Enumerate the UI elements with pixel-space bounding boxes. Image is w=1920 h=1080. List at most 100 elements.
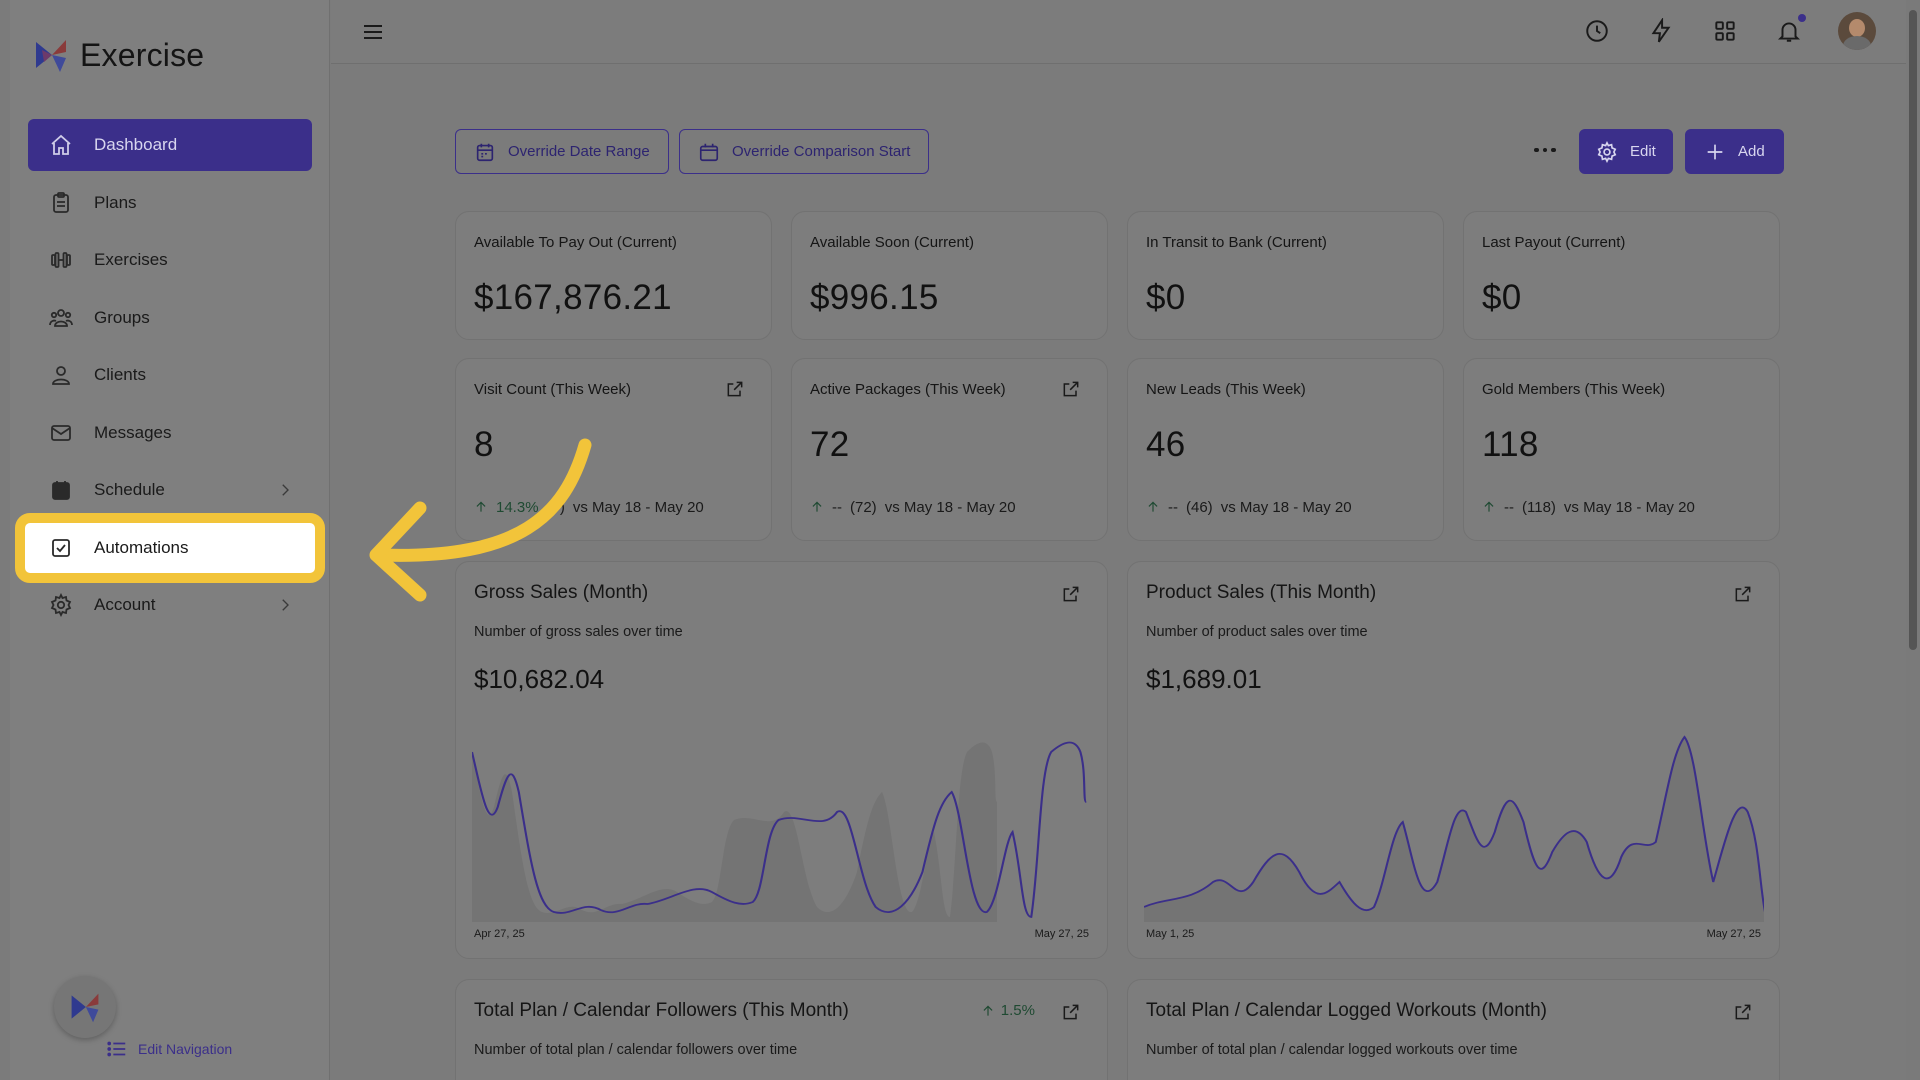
stat-card-available-soon: Available Soon (Current) $996.15	[791, 211, 1108, 340]
sidebar-item-groups[interactable]: Groups	[28, 292, 312, 344]
sidebar-item-label: Schedule	[94, 480, 165, 499]
card-subtitle: Number of gross sales over time	[474, 624, 683, 640]
stat-label: Active Packages (This Week)	[810, 381, 1006, 398]
stat-value: 8	[474, 425, 494, 464]
stat-range: vs May 18 - May 20	[884, 499, 1016, 516]
external-link-icon[interactable]	[1061, 379, 1081, 399]
sidebar-item-schedule[interactable]: Schedule	[28, 464, 312, 516]
edit-navigation-link[interactable]: Edit Navigation	[106, 1038, 232, 1060]
external-link-icon[interactable]	[1733, 1002, 1753, 1022]
x-axis-end-label: May 27, 25	[1034, 928, 1089, 940]
override-comparison-start-button[interactable]: Override Comparison Start	[679, 129, 930, 174]
external-link-icon[interactable]	[1061, 584, 1081, 604]
sidebar-item-automations[interactable]: Automations	[15, 512, 325, 583]
more-options-icon[interactable]	[1530, 140, 1560, 160]
group-icon	[48, 305, 74, 331]
stat-range: vs May 18 - May 20	[572, 499, 704, 516]
logged-workouts-card[interactable]: Total Plan / Calendar Logged Workouts (M…	[1127, 979, 1780, 1080]
stat-label: Gold Members (This Week)	[1482, 381, 1666, 398]
scrollbar-thumb[interactable]	[1909, 10, 1917, 650]
calendar-icon	[476, 143, 494, 161]
clock-icon[interactable]	[1582, 16, 1612, 46]
apps-grid-icon[interactable]	[1710, 16, 1740, 46]
notification-dot	[1798, 14, 1806, 22]
annotation-arrow	[369, 438, 592, 602]
stat-card-new-leads: New Leads (This Week) 46 -- (46) vs May …	[1127, 358, 1444, 541]
top-bar	[331, 0, 1906, 64]
user-icon	[48, 362, 74, 388]
sidebar-item-label: Automations	[94, 537, 189, 557]
x-axis-start-label: Apr 27, 25	[474, 928, 525, 940]
external-link-icon[interactable]	[725, 379, 745, 399]
stat-value: 118	[1482, 425, 1539, 464]
lightning-icon[interactable]	[1646, 16, 1676, 46]
stat-card-available-payout: Available To Pay Out (Current) $167,876.…	[455, 211, 772, 340]
stat-card-active-packages[interactable]: Active Packages (This Week) 72 -- (72) v…	[791, 358, 1108, 541]
card-subtitle: Number of product sales over time	[1146, 624, 1368, 640]
external-link-icon[interactable]	[1061, 1002, 1081, 1022]
stat-range: vs May 18 - May 20	[1220, 499, 1352, 516]
product-sales-sparkline	[1144, 735, 1764, 922]
edit-navigation-label: Edit Navigation	[138, 1041, 233, 1057]
followers-card[interactable]: Total Plan / Calendar Followers (This Mo…	[455, 979, 1108, 1080]
app-logo[interactable]: Exercise	[32, 36, 204, 74]
button-label: Add	[1738, 143, 1765, 160]
stat-change: --	[832, 499, 842, 516]
stat-label: New Leads (This Week)	[1146, 381, 1306, 398]
user-avatar[interactable]	[1838, 12, 1876, 50]
bell-icon[interactable]	[1774, 14, 1806, 46]
sidebar: Exercise Dashboard Plans Exercises Group…	[10, 0, 330, 1080]
stat-value: $0	[1482, 278, 1522, 317]
stat-label: Visit Count (This Week)	[474, 381, 631, 398]
card-title: Gross Sales (Month)	[474, 582, 649, 603]
edit-button[interactable]: Edit	[1579, 129, 1673, 174]
gear-icon	[1597, 140, 1617, 163]
sidebar-item-account[interactable]: Account	[28, 579, 312, 631]
external-link-icon[interactable]	[1733, 584, 1753, 604]
sidebar-item-exercises[interactable]: Exercises	[28, 234, 312, 286]
calendar-icon	[699, 143, 719, 161]
checkbox-icon	[48, 535, 74, 561]
stat-comparison: -- (46) vs May 18 - May 20	[1146, 499, 1352, 516]
dumbbell-icon	[48, 247, 74, 273]
scrollbar[interactable]	[1906, 0, 1920, 1080]
stat-value: $0	[1146, 278, 1186, 317]
card-title: Product Sales (This Month)	[1146, 582, 1377, 603]
sidebar-item-dashboard[interactable]: Dashboard	[28, 119, 312, 171]
stat-previous: (118)	[1522, 499, 1556, 516]
stat-label: Last Payout (Current)	[1482, 234, 1626, 251]
stat-change: 14.3%	[496, 499, 539, 516]
stat-card-gold-members: Gold Members (This Week) 118 -- (118) vs…	[1463, 358, 1780, 541]
sidebar-item-label: Groups	[94, 307, 150, 327]
sidebar-item-label: Plans	[94, 192, 137, 212]
button-label: Override Date Range	[508, 143, 650, 160]
card-value: $1,689.01	[1146, 664, 1262, 694]
top-bar-actions	[1582, 12, 1876, 50]
sidebar-item-plans[interactable]: Plans	[28, 177, 312, 229]
brand-avatar[interactable]	[54, 976, 116, 1038]
calendar-icon	[48, 477, 74, 503]
sidebar-item-label: Account	[94, 595, 156, 614]
gear-icon	[48, 592, 74, 618]
sidebar-item-clients[interactable]: Clients	[28, 349, 312, 401]
sidebar-item-label: Messages	[94, 422, 172, 442]
add-button[interactable]: Add	[1685, 129, 1784, 174]
stat-value: $167,876.21	[474, 278, 672, 317]
menu-toggle-icon[interactable]	[361, 20, 385, 44]
clipboard-icon	[48, 190, 74, 216]
chevron-right-icon	[276, 596, 294, 614]
plus-icon	[1707, 144, 1723, 159]
product-sales-card[interactable]: Product Sales (This Month) Number of pro…	[1127, 561, 1780, 959]
stat-range: vs May 18 - May 20	[1563, 499, 1695, 516]
stat-label: Available To Pay Out (Current)	[474, 234, 677, 251]
gross-sales-card[interactable]: Gross Sales (Month) Number of gross sale…	[455, 561, 1108, 959]
trend-up-icon	[983, 1005, 993, 1016]
mail-icon	[48, 420, 74, 446]
sidebar-item-label: Exercises	[94, 250, 168, 269]
sidebar-item-messages[interactable]: Messages	[28, 407, 312, 459]
stat-card-visit-count[interactable]: Visit Count (This Week) 8 14.3% (7) vs M…	[455, 358, 772, 541]
x-axis-start-label: May 1, 25	[1146, 928, 1195, 940]
override-date-range-button[interactable]: Override Date Range	[455, 129, 669, 174]
chevron-right-icon	[276, 481, 294, 499]
stat-change: --	[1168, 499, 1178, 516]
